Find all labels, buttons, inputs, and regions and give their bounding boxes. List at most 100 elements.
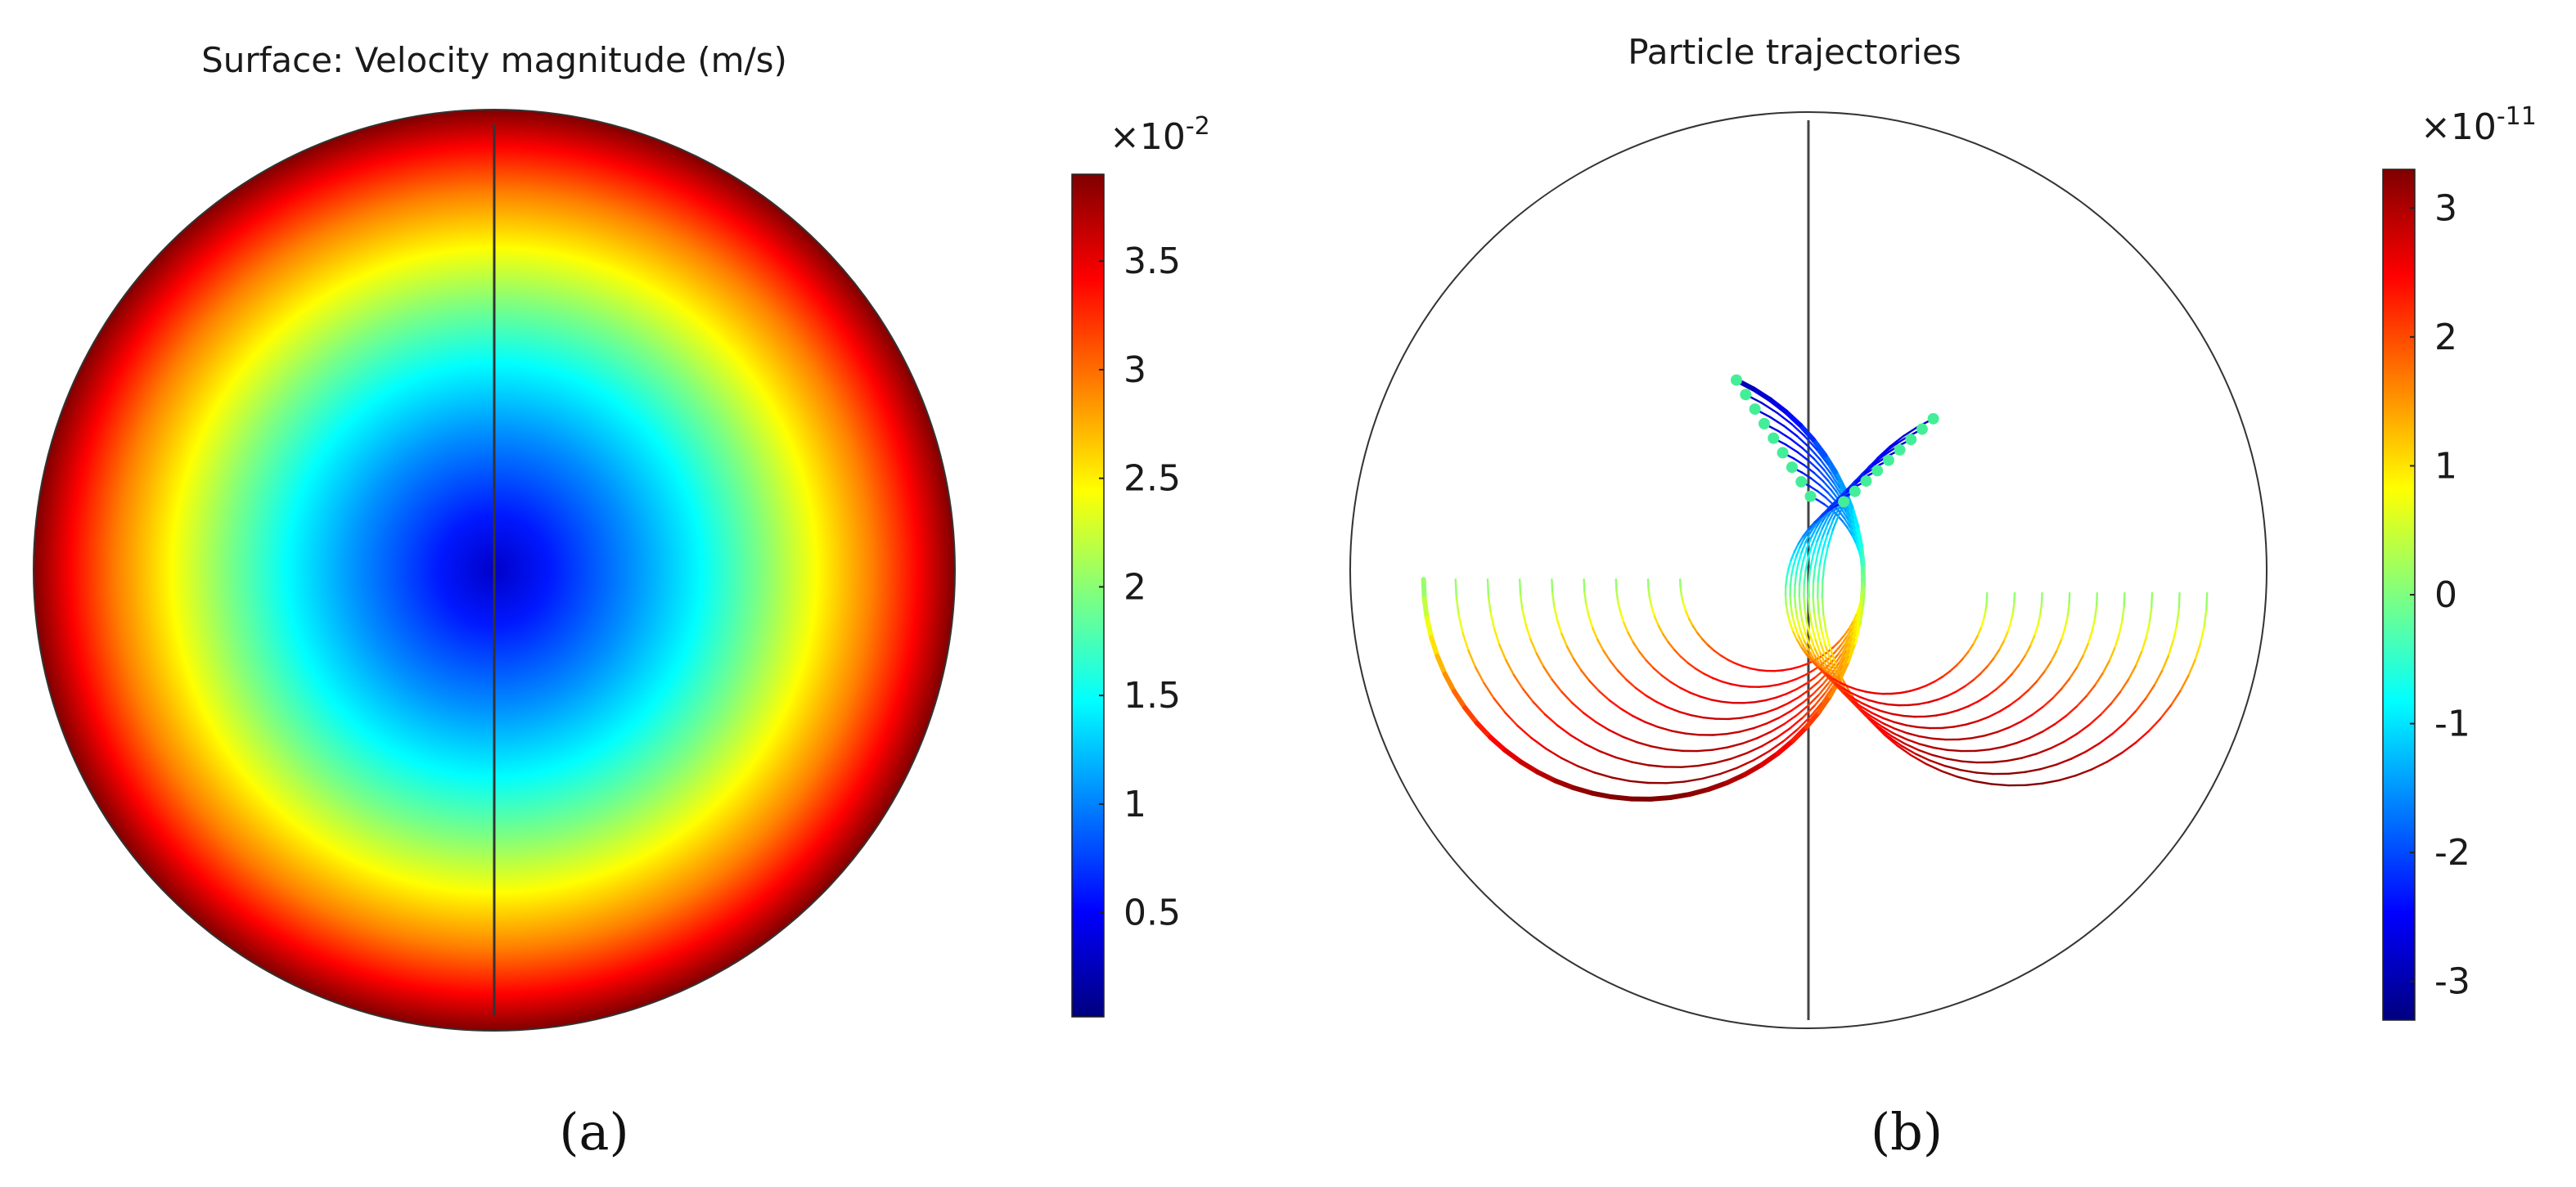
- right-family-segment: [1800, 541, 1807, 554]
- left-family-segment: [1775, 702, 1790, 710]
- right-family-segment: [1850, 696, 1863, 704]
- right-family-segment: [2039, 603, 2043, 616]
- left-family-segment: [1685, 610, 1691, 620]
- right-family-segment: [1835, 673, 1846, 690]
- right-family-segment: [1970, 735, 1986, 740]
- right-family-segment: [2035, 671, 2046, 683]
- left-family-segment: [1720, 700, 1734, 704]
- left-family-segment: [1846, 526, 1853, 536]
- right-family-segment: [1868, 699, 1880, 704]
- left-family-segment: [1683, 777, 1704, 783]
- left-family-segment: [1660, 674, 1672, 683]
- right-family-segment: [1990, 783, 2010, 787]
- left-family-segment: [1803, 464, 1816, 474]
- left-family-segment: [1595, 721, 1610, 731]
- right-family-segment: [2101, 660, 2110, 675]
- left-family-segment: [1792, 457, 1806, 466]
- right-family-segment: [1976, 716, 1990, 722]
- right-family-segment: [1811, 532, 1818, 546]
- right-family-segment: [1860, 702, 1873, 709]
- left-family-segment: [1544, 747, 1563, 759]
- right-family-segment: [2123, 710, 2137, 725]
- panel-a: Surface: Velocity magnitude (m/s) 0.5 1 1.…: [33, 40, 1210, 1162]
- left-family-segment: [1585, 603, 1590, 618]
- right-family-segment: [2159, 704, 2173, 720]
- left-family-segment: [1734, 662, 1744, 668]
- right-family-segment: [2055, 758, 2073, 766]
- right-family-segment: [1973, 780, 1993, 785]
- left-family-segment: [1529, 638, 1538, 654]
- left-family-segment: [1826, 463, 1839, 481]
- right-family-segment: [1807, 648, 1815, 660]
- right-family-particle: [1927, 412, 1939, 425]
- left-family-segment: [1786, 677, 1798, 684]
- left-family-segment: [1535, 769, 1558, 784]
- right-family-segment: [1825, 630, 1831, 650]
- left-family-segment: [1532, 701, 1547, 716]
- right-family-segment: [2068, 667, 2078, 680]
- right-family-segment: [1821, 522, 1829, 539]
- left-family-segment: [1424, 615, 1434, 641]
- right-family-segment: [2075, 695, 2087, 708]
- panel-a-colorbar-tick-label: 1.5: [1124, 675, 1181, 717]
- left-family-segment: [1488, 735, 1508, 753]
- left-family-segment: [1724, 771, 1748, 785]
- right-family-segment: [1906, 731, 1921, 738]
- right-family-segment: [2033, 624, 2039, 637]
- left-family-segment: [1647, 764, 1666, 768]
- right-family-segment: [1818, 650, 1827, 666]
- left-family-segment: [1493, 697, 1506, 714]
- left-family-segment: [1679, 686, 1691, 694]
- left-family-segment: [1621, 735, 1638, 744]
- right-family-segment: [2069, 750, 2087, 760]
- right-family-segment: [1813, 515, 1822, 524]
- right-family-segment: [1891, 713, 1905, 717]
- left-family-segment: [1657, 726, 1673, 732]
- right-family-segment: [1918, 743, 1934, 749]
- left-family-segment: [1781, 668, 1792, 672]
- right-family-segment: [2027, 680, 2038, 691]
- right-family-segment: [1817, 612, 1822, 631]
- left-family-segment: [1851, 528, 1858, 541]
- right-family-segment: [1890, 691, 1903, 695]
- right-family-segment: [1815, 515, 1824, 528]
- right-family-segment: [1925, 680, 1936, 687]
- right-family-segment: [1826, 518, 1835, 535]
- right-family-segment: [1794, 605, 1799, 619]
- left-family-segment: [1543, 713, 1559, 726]
- left-family-segment: [1521, 609, 1527, 626]
- right-family-segment: [1882, 717, 1896, 724]
- right-family-segment: [1815, 626, 1822, 643]
- right-family-segment: [2140, 636, 2147, 654]
- left-family-segment: [1778, 709, 1793, 719]
- left-family-segment: [1777, 681, 1789, 686]
- right-family-segment: [1995, 681, 2006, 690]
- right-family-segment: [1822, 562, 1826, 582]
- left-family-segment: [1826, 491, 1836, 502]
- panel-a-multiplier-base: ×10: [1110, 116, 1186, 158]
- right-family-segment: [1804, 653, 1813, 662]
- left-family-segment: [1687, 618, 1695, 627]
- left-family-segment: [1609, 794, 1634, 802]
- left-family-particle: [1749, 403, 1761, 416]
- right-family-segment: [2003, 672, 2014, 683]
- right-family-segment: [2065, 705, 2078, 717]
- left-family-segment: [1598, 690, 1611, 702]
- left-family-segment: [1687, 662, 1697, 670]
- right-family-segment: [2011, 602, 2015, 614]
- right-family-segment: [1804, 531, 1812, 544]
- right-family-segment: [2172, 624, 2178, 642]
- left-family-segment: [1560, 632, 1569, 648]
- left-family-segment: [1714, 758, 1732, 764]
- right-family-segment: [1889, 434, 1905, 447]
- right-family-segment: [2042, 660, 2052, 673]
- right-family-segment: [1812, 565, 1817, 583]
- left-family-segment: [1583, 578, 1586, 593]
- right-family-segment: [2199, 626, 2205, 645]
- left-family-segment: [1790, 665, 1800, 670]
- right-family-segment: [1832, 503, 1842, 520]
- right-family-segment: [2011, 664, 2020, 676]
- left-family-segment: [1775, 692, 1788, 699]
- right-family-segment: [1819, 641, 1826, 658]
- right-family-segment: [1908, 687, 1920, 693]
